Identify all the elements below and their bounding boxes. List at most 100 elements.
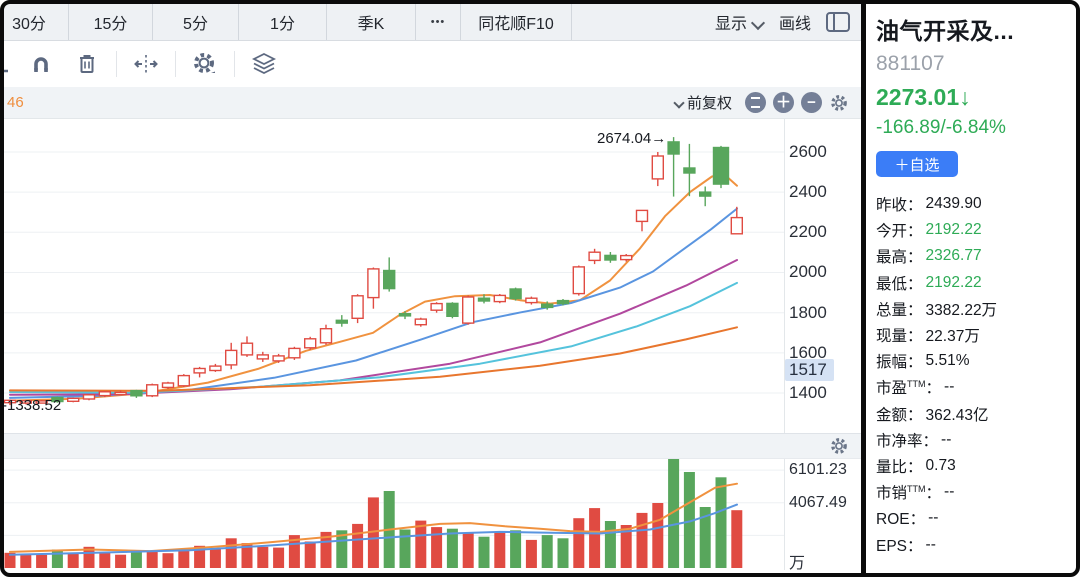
volume-bar[interactable] [51,549,63,569]
candle[interactable] [604,252,617,263]
volume-bar[interactable] [320,531,332,568]
candle[interactable] [730,206,743,235]
volume-bar[interactable] [67,554,79,568]
candle[interactable] [256,351,269,362]
trash-icon[interactable] [64,52,110,76]
volume-bar[interactable] [668,458,680,568]
volume-bar[interactable] [399,529,411,569]
candle[interactable] [240,336,254,357]
volume-bar[interactable] [4,552,16,568]
candle[interactable] [414,317,427,327]
candle[interactable] [272,353,285,363]
volume-bar[interactable] [494,531,506,568]
volume-bar[interactable] [715,477,727,568]
candle[interactable] [145,383,159,398]
candle[interactable] [19,399,32,405]
candle[interactable] [699,186,712,207]
volume-bar[interactable] [541,535,553,568]
candle[interactable] [319,324,333,345]
volume-bar[interactable] [257,546,269,568]
tab-more[interactable]: ••• [416,4,461,40]
volume-bar[interactable] [731,510,743,568]
tab-1min[interactable]: 1分 [239,4,327,40]
volume-bar[interactable] [573,518,585,568]
candle[interactable] [130,389,143,398]
candle[interactable] [588,248,601,265]
volume-bar[interactable] [620,525,632,568]
tab-5min[interactable]: 5分 [153,4,239,40]
panel-toggle-icon[interactable] [825,11,851,33]
candle[interactable] [462,295,475,325]
volume-bar[interactable] [557,538,569,568]
volume-bar[interactable] [652,503,664,568]
candle[interactable] [224,342,238,370]
volume-bar[interactable] [604,521,616,568]
volume-bar[interactable] [20,553,32,568]
candle[interactable] [3,399,17,406]
zoom-in-button[interactable]: ＋ [773,92,794,113]
candle[interactable] [193,366,206,378]
draw-line-button[interactable]: 画线 [778,16,811,33]
zoom-out-button[interactable]: − [801,92,822,113]
candle[interactable] [477,294,491,304]
volume-bar[interactable] [699,507,711,568]
volume-bar[interactable] [431,527,443,568]
candle[interactable] [683,143,696,197]
chart-settings-gear-icon[interactable] [829,93,849,113]
volume-settings-gear-icon[interactable] [829,436,861,456]
volume-bar[interactable] [225,538,237,568]
candle[interactable] [383,257,396,292]
candle[interactable] [398,311,412,320]
display-menu[interactable]: 显示 [715,10,766,34]
candle[interactable] [651,152,664,187]
volume-bar[interactable] [273,547,285,568]
volume-bar[interactable] [241,543,253,568]
candle[interactable] [712,145,730,189]
candle[interactable] [541,301,554,310]
tab-ths-f10[interactable]: 同花顺F10 [461,4,572,40]
candle[interactable] [335,315,348,327]
candle[interactable] [572,265,585,296]
candle[interactable] [351,294,364,324]
candle[interactable] [620,254,633,262]
candle[interactable] [367,267,380,309]
volume-bar[interactable] [415,520,427,568]
candle[interactable] [209,363,222,372]
candle[interactable] [161,381,175,389]
candle[interactable] [177,374,191,387]
candle[interactable] [509,287,522,301]
add-watchlist-button[interactable]: ＋自选 [876,151,958,177]
tab-30min[interactable]: 30分 [4,4,69,40]
tab-quarter-k[interactable]: 季K [327,4,416,40]
candle[interactable] [667,137,680,197]
candle[interactable] [51,396,64,403]
magnet-icon[interactable] [18,52,64,76]
volume-bar[interactable] [352,523,364,568]
candle[interactable] [446,302,459,319]
candle[interactable] [114,390,127,396]
volume-bar[interactable] [178,549,190,568]
volume-bar[interactable] [209,548,221,568]
collapse-button[interactable] [745,92,766,113]
layers-icon[interactable] [241,52,287,76]
adjust-mode-dropdown[interactable]: 前复权 [673,92,732,113]
volume-bar[interactable] [683,472,695,568]
kline-chart-plot[interactable] [0,0,790,574]
volume-bar[interactable] [36,554,48,568]
volume-bar[interactable] [446,528,458,568]
volume-bar[interactable] [636,512,648,568]
volume-bar[interactable] [83,546,95,568]
volume-bar[interactable] [525,539,537,568]
volume-bar[interactable] [162,553,174,568]
candle[interactable] [98,391,112,398]
candle[interactable] [525,296,538,305]
volume-bar[interactable] [336,530,348,568]
candle[interactable] [66,397,80,403]
tab-15min[interactable]: 15分 [69,4,153,40]
volume-bar[interactable] [367,497,379,568]
candle[interactable] [430,302,443,313]
volume-bar[interactable] [478,536,490,568]
candle[interactable] [493,294,506,304]
clipped-tool-icon[interactable] [4,53,18,75]
volume-bar[interactable] [510,530,522,568]
